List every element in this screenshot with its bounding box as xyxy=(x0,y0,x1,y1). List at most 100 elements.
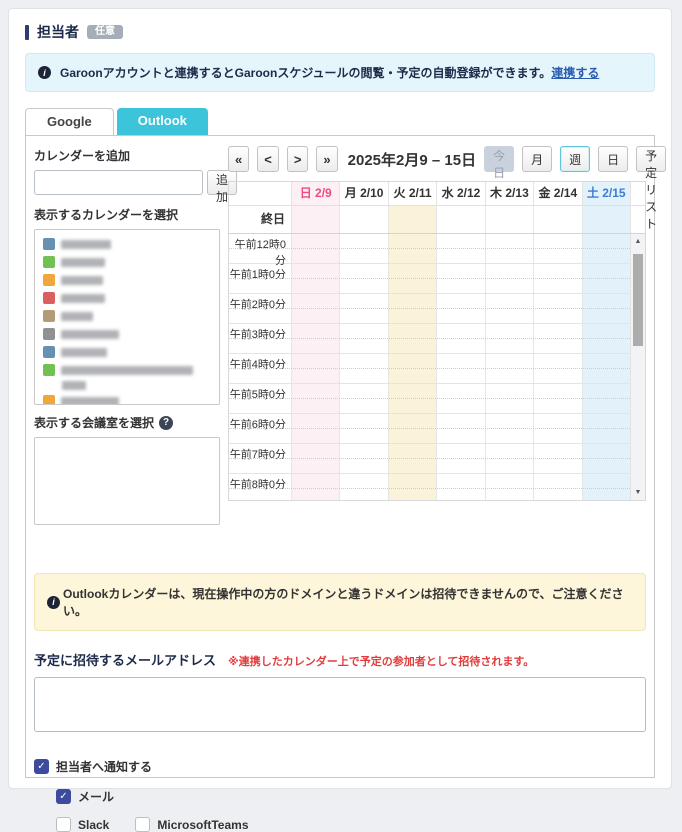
allday-cell xyxy=(387,206,437,233)
calendar-color-swatch xyxy=(43,292,55,304)
half-hour-divider xyxy=(229,248,630,249)
time-slot-cell xyxy=(533,474,581,500)
calendar-list-item[interactable] xyxy=(35,253,219,271)
vertical-scrollbar[interactable]: ▲ ▼ xyxy=(630,234,645,500)
notify-slack-checkbox[interactable] xyxy=(56,817,71,832)
day-view-button[interactable]: 日 xyxy=(598,146,629,172)
calendar-color-swatch xyxy=(43,346,55,358)
check-icon: ✓ xyxy=(59,791,68,802)
add-calendar-input[interactable] xyxy=(34,170,203,195)
garoon-link[interactable]: 連携する xyxy=(551,66,600,80)
tab-google[interactable]: Google xyxy=(25,108,114,135)
redacted-calendar-name xyxy=(61,275,103,285)
calendar-color-swatch xyxy=(43,274,55,286)
optional-badge: 任意 xyxy=(87,25,123,39)
allday-cell xyxy=(436,206,484,233)
notify-teams-checkbox[interactable] xyxy=(135,817,151,832)
time-slot-cell xyxy=(581,474,630,500)
time-slot-cell xyxy=(339,474,387,500)
notify-mail-checkbox[interactable]: ✓ xyxy=(56,789,71,804)
invite-email-textarea[interactable] xyxy=(34,677,646,732)
day-header-cell: 火 2/11 xyxy=(387,182,436,205)
scroll-up-icon[interactable]: ▲ xyxy=(634,238,642,245)
today-button[interactable]: 今日 xyxy=(484,146,515,180)
outlook-domain-notice: i Outlookカレンダーは、現在操作中の方のドメインと違うドメインは招待でき… xyxy=(34,573,646,631)
list-view-button[interactable]: 予定リスト xyxy=(636,146,667,231)
scheduler-preview: « < > » 2025年2月9 – 15日 今日 月 週 日 予定リスト xyxy=(228,144,667,525)
calendar-provider-tabs: Google Outlook xyxy=(25,108,655,135)
calendar-list-item[interactable] xyxy=(35,392,219,404)
calendar-color-swatch xyxy=(43,328,55,340)
calendar-list-item[interactable] xyxy=(35,235,219,253)
calendar-color-swatch xyxy=(43,256,55,268)
garoon-info-banner: i Garoonアカウントと連携するとGaroonスケジュールの閲覧・予定の自動… xyxy=(25,53,655,92)
half-hour-divider xyxy=(229,278,630,279)
calendar-list-item[interactable] xyxy=(35,361,219,392)
calendar-list[interactable] xyxy=(34,229,220,405)
allday-label: 終日 xyxy=(260,212,285,226)
allday-cell xyxy=(291,206,340,233)
half-hour-divider xyxy=(229,398,630,399)
time-grid: 午前12時0分 午前1時0分 午前2時0分 午前3時0分 午前4時0分 午前5時0分 午前6… xyxy=(229,234,645,500)
half-hour-divider xyxy=(229,458,630,459)
redacted-calendar-name xyxy=(61,365,193,375)
notify-owner-checkbox[interactable]: ✓ xyxy=(34,759,49,774)
calendar-list-item[interactable] xyxy=(35,343,219,361)
scheduler-toolbar: « < > » 2025年2月9 – 15日 今日 月 週 日 予定リスト xyxy=(228,146,667,231)
notify-mail-label[interactable]: メール xyxy=(78,790,115,804)
section-title: 担当者 xyxy=(37,24,79,40)
redacted-calendar-name xyxy=(61,293,105,303)
half-hour-divider xyxy=(229,488,630,489)
day-header-cell: 月 2/10 xyxy=(339,182,387,205)
hour-row: 午前1時0分 xyxy=(229,264,630,294)
calendar-color-swatch xyxy=(43,395,55,404)
week-view-button[interactable]: 週 xyxy=(560,146,591,172)
nav-next-button[interactable]: > xyxy=(286,146,309,172)
nav-last-button[interactable]: » xyxy=(316,146,338,172)
calendar-list-item[interactable] xyxy=(35,271,219,289)
hour-row: 午前4時0分 xyxy=(229,354,630,384)
scroll-down-icon[interactable]: ▼ xyxy=(634,489,642,496)
allday-cell xyxy=(484,206,533,233)
redacted-calendar-name xyxy=(61,257,105,267)
section-header: 担当者 任意 xyxy=(25,23,655,41)
redacted-calendar-name xyxy=(61,239,111,249)
add-calendar-label: カレンダーを追加 xyxy=(34,149,131,163)
time-slot-cell xyxy=(436,474,484,500)
day-header-row: 日 2/9 月 2/10 火 2/11 水 2/12 木 2/13 金 2/14 土 2/1… xyxy=(229,182,645,206)
calendar-list-item[interactable] xyxy=(35,325,219,343)
hour-row: 午前5時0分 xyxy=(229,384,630,414)
person-in-charge-card: 担当者 任意 i Garoonアカウントと連携するとGaroonスケジュールの閲… xyxy=(8,8,672,832)
notify-owner-label[interactable]: 担当者へ通知する xyxy=(56,760,153,774)
month-view-button[interactable]: 月 xyxy=(522,146,553,172)
calendar-color-swatch xyxy=(43,238,55,250)
allday-cell xyxy=(339,206,387,233)
date-range-title: 2025年2月9 – 15日 xyxy=(347,151,477,169)
outlook-tab-panel: カレンダーを追加 追加 表示するカレンダーを選択 表示する会議室を選択 ? « … xyxy=(25,135,667,832)
hour-row: 午前6時0分 xyxy=(229,414,630,444)
calendar-list-item[interactable] xyxy=(35,307,219,325)
check-icon: ✓ xyxy=(37,761,46,772)
hour-row: 午前3時0分 xyxy=(229,324,630,354)
nav-prev-button[interactable]: < xyxy=(257,146,279,172)
invite-email-note: ※連携したカレンダー上で予定の参加者として招待されます。 xyxy=(228,656,535,668)
calendar-list-item[interactable] xyxy=(35,289,219,307)
half-hour-divider xyxy=(229,368,630,369)
allday-cell xyxy=(581,206,630,233)
info-icon: i xyxy=(38,66,51,79)
scrollbar-gutter xyxy=(630,206,645,233)
week-calendar: 日 2/9 月 2/10 火 2/11 水 2/12 木 2/13 金 2/14 土 2/1… xyxy=(228,181,646,501)
help-icon[interactable]: ? xyxy=(159,415,174,430)
notify-slack-label[interactable]: Slack xyxy=(78,817,110,832)
add-calendar-button[interactable]: 追加 xyxy=(207,170,238,204)
allday-row: 終日 xyxy=(229,206,645,234)
notify-teams-label[interactable]: MicrosoftTeams xyxy=(157,817,249,832)
tab-outlook[interactable]: Outlook xyxy=(116,108,208,135)
day-header-cell: 水 2/12 xyxy=(436,182,484,205)
time-slot-cell xyxy=(291,474,340,500)
scrollbar-thumb[interactable] xyxy=(633,254,643,346)
redacted-calendar-name xyxy=(61,311,93,321)
nav-first-button[interactable]: « xyxy=(228,146,250,172)
room-list[interactable] xyxy=(34,437,220,525)
hour-row: 午前2時0分 xyxy=(229,294,630,324)
